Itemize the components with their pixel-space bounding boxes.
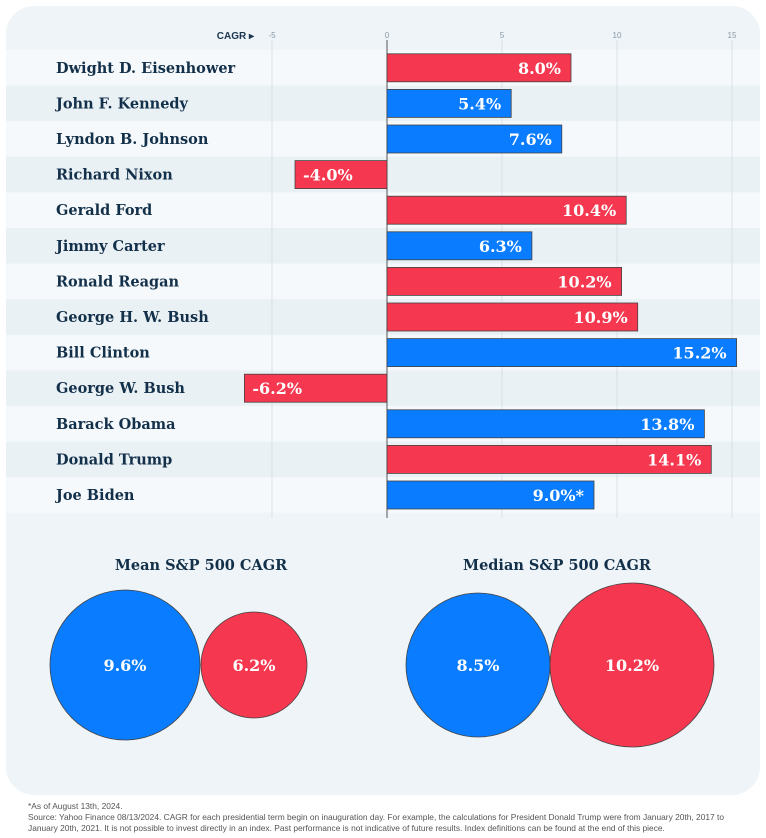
category-label: Richard Nixon bbox=[56, 167, 173, 184]
chart-svg: -5 0 5 10 15 CAGR ▸ Dwight D. Eisenhower 8.0% Jo… bbox=[6, 31, 760, 748]
bar bbox=[386, 266, 623, 296]
bubble-title: Mean S&P 500 CAGR bbox=[115, 557, 288, 574]
data-label: 13.8% bbox=[640, 415, 694, 434]
data-label: 8.0% bbox=[518, 59, 561, 78]
category-label: Donald Trump bbox=[56, 451, 172, 468]
row-background bbox=[6, 85, 760, 122]
data-label: -6.2% bbox=[252, 379, 302, 398]
category-label: Ronald Reagan bbox=[56, 273, 180, 290]
category-label: Gerald Ford bbox=[56, 202, 152, 219]
bar bbox=[386, 338, 738, 368]
tick-label: 5 bbox=[500, 31, 505, 40]
data-label: 10.2% bbox=[557, 272, 611, 291]
category-label: Lyndon B. Johnson bbox=[56, 131, 209, 148]
row-background bbox=[6, 477, 760, 513]
category-label: Barack Obama bbox=[56, 416, 176, 433]
category-label: Dwight D. Eisenhower bbox=[56, 60, 236, 77]
bar bbox=[386, 89, 512, 118]
bubble-label: 6.2% bbox=[232, 656, 275, 675]
bar bbox=[386, 444, 712, 474]
data-label: 9.0%* bbox=[533, 486, 585, 505]
bubble-label: 8.5% bbox=[456, 656, 499, 675]
data-label: 10.4% bbox=[562, 201, 616, 220]
category-label: John F. Kennedy bbox=[54, 95, 189, 112]
bar bbox=[386, 195, 627, 225]
chart-card: -5 0 5 10 15 CAGR ▸ Dwight D. Eisenhower 8.0% Jo… bbox=[6, 6, 760, 795]
footnote-asterisk: *As of August 13th, 2024. bbox=[28, 801, 123, 811]
bubble bbox=[549, 582, 715, 748]
tick-label: 0 bbox=[385, 31, 390, 40]
data-label: 6.3% bbox=[479, 237, 522, 256]
bubble-label: 9.6% bbox=[103, 656, 146, 675]
bubble bbox=[200, 611, 308, 719]
data-label: 15.2% bbox=[672, 344, 726, 363]
tick-label: 10 bbox=[613, 31, 622, 40]
bar bbox=[243, 373, 388, 403]
category-label: George H. W. Bush bbox=[56, 309, 209, 326]
bar bbox=[386, 124, 563, 154]
category-label: George W. Bush bbox=[56, 380, 185, 397]
axis-label: CAGR ▸ bbox=[217, 31, 255, 42]
row-background bbox=[6, 228, 760, 264]
bar bbox=[386, 409, 705, 439]
bar bbox=[386, 302, 639, 332]
category-label: Bill Clinton bbox=[56, 345, 150, 362]
bubble bbox=[49, 589, 201, 741]
tick-label: 15 bbox=[728, 31, 737, 40]
data-label: -4.0% bbox=[303, 166, 353, 185]
row-background bbox=[6, 192, 760, 228]
data-label: 5.4% bbox=[458, 94, 501, 113]
row-background bbox=[6, 263, 760, 300]
footnote-source: Source: Yahoo Finance 08/13/2024. CAGR f… bbox=[28, 812, 724, 833]
row-background bbox=[6, 121, 760, 157]
tick-label: -5 bbox=[268, 31, 276, 40]
bar bbox=[386, 231, 533, 261]
data-label: 14.1% bbox=[647, 450, 701, 469]
data-label: 10.9% bbox=[574, 308, 628, 327]
category-label: Joe Biden bbox=[54, 487, 135, 504]
bar bbox=[386, 480, 595, 510]
category-label: Jimmy Carter bbox=[54, 238, 165, 255]
bubble-title: Median S&P 500 CAGR bbox=[463, 557, 652, 574]
row-background bbox=[6, 50, 760, 86]
bar bbox=[294, 160, 388, 190]
bubble-label: 10.2% bbox=[605, 656, 659, 675]
bar bbox=[386, 53, 572, 83]
data-label: 7.6% bbox=[509, 130, 552, 149]
